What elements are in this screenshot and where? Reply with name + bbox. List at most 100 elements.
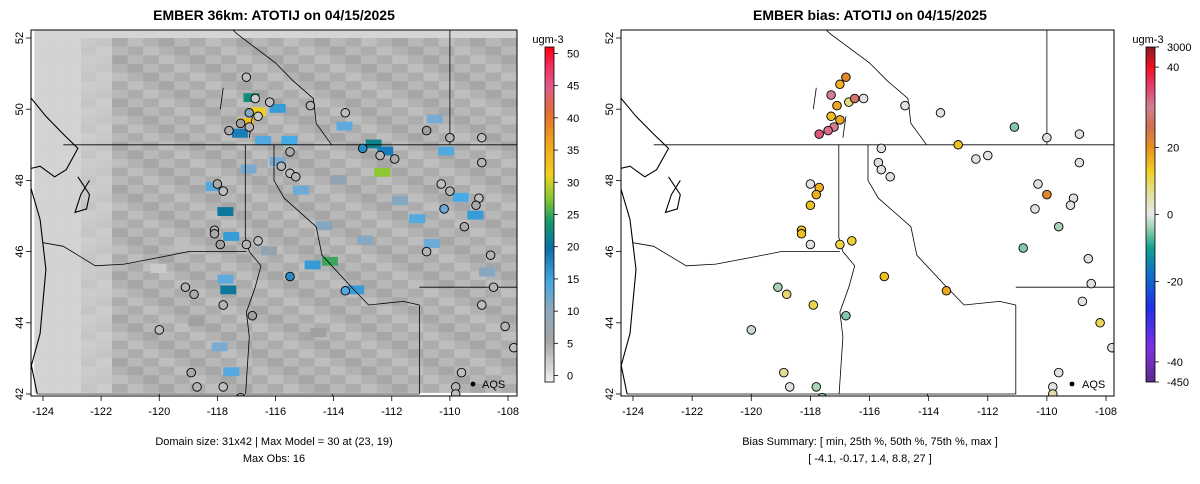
model-grid-cell [501,107,517,117]
model-grid-cell [34,63,51,73]
model-grid-cell [283,357,300,367]
model-grid-cell [205,323,222,333]
model-grid-cell [174,357,191,367]
model-grid-cell [298,323,315,333]
model-grid-cell [49,185,66,195]
colorbar-tick-label: 15 [567,274,579,286]
model-grid-cell [236,357,253,367]
model-grid-cell [96,340,113,350]
model-grid-cell [81,375,98,385]
model-hotspot-cell [348,285,365,295]
model-grid-cell [127,202,144,212]
model-grid-cell [81,245,98,255]
model-grid-cell [65,30,82,39]
aqs-marker-icon [1069,381,1075,387]
right-panel: EMBER bias: ATOTIJ on 04/15/2025 -124 -12… [604,7,1192,465]
model-grid-cell [283,89,300,99]
model-grid-cell [470,55,487,65]
model-grid-cell [65,176,82,186]
model-grid-cell [423,72,440,82]
model-grid-cell [392,98,409,108]
model-grid-cell [314,124,331,134]
model-grid-cell [143,55,160,65]
model-grid-cell [49,133,66,143]
model-grid-cell [470,81,487,91]
model-grid-cell [189,98,206,108]
model-grid-cell [267,262,284,272]
model-hotspot-cell [356,235,373,245]
model-grid-cell [221,133,238,143]
model-grid-cell [376,219,393,229]
model-grid-cell [298,219,315,229]
model-grid-cell [361,193,378,203]
model-grid-cell [158,38,175,48]
model-grid-cell [376,115,393,125]
model-grid-cell [34,176,51,186]
model-grid-cell [454,46,471,56]
model-grid-cell [438,167,455,177]
model-grid-cell [485,383,502,393]
model-grid-cell [283,159,300,169]
colorbar-tick-label: 30 [567,177,579,189]
observation-site-point [811,382,822,392]
observation-site-point [421,125,432,136]
model-grid-cell [438,366,455,376]
observation-site-point [215,239,226,250]
y-tick-label: 42 [604,388,616,400]
observation-site-point [154,325,165,335]
model-grid-cell [454,98,471,108]
model-grid-cell [283,81,300,91]
model-grid-cell [330,46,347,56]
model-grid-cell [252,141,269,151]
model-grid-cell [376,228,393,238]
model-grid-cell [438,236,455,246]
left-colorbar-title: ugm-3 [532,34,563,46]
model-grid-cell [49,219,66,229]
observation-site-point [1018,243,1028,253]
model-grid-cell [112,375,129,385]
model-grid-cell [65,306,82,316]
model-grid-cell [345,176,362,186]
model-grid-cell [407,340,424,350]
model-grid-cell [376,332,393,342]
model-grid-cell [361,332,378,342]
model-grid-cell [267,124,284,134]
model-grid-cell [345,46,362,56]
model-grid-cell [174,81,191,91]
model-grid-cell [454,228,471,238]
model-grid-cell [221,332,238,342]
model-grid-cell [49,30,66,39]
model-grid-cell [345,210,362,220]
model-grid-cell [189,133,206,143]
model-grid-cell [283,98,300,108]
model-grid-cell [392,219,409,229]
model-grid-cell [438,262,455,272]
model-grid-cell [330,81,347,91]
observation-site-point [212,179,223,189]
model-grid-cell [112,323,129,333]
model-grid-cell [423,167,440,177]
model-grid-cell [127,314,144,324]
model-grid-cell [345,81,362,91]
model-grid-cell [423,202,440,212]
model-grid-cell [174,30,191,39]
model-grid-cell [470,38,487,48]
model-hotspot-cell [336,121,353,131]
model-grid-cell [283,107,300,117]
model-grid-cell [423,357,440,367]
model-grid-cell [345,72,362,82]
model-grid-cell [221,280,238,290]
model-grid-cell [345,340,362,350]
model-grid-cell [501,81,517,91]
model-grid-cell [81,306,98,316]
model-grid-cell [314,383,331,393]
model-hotspot-cell [223,367,240,377]
model-grid-cell [158,323,175,333]
model-grid-cell [392,124,409,134]
model-grid-cell [189,176,206,186]
model-grid-cell [376,202,393,212]
model-grid-cell [361,210,378,220]
model-grid-cell [407,288,424,298]
model-grid-cell [376,63,393,73]
x-tick-label: -114 [323,406,344,418]
